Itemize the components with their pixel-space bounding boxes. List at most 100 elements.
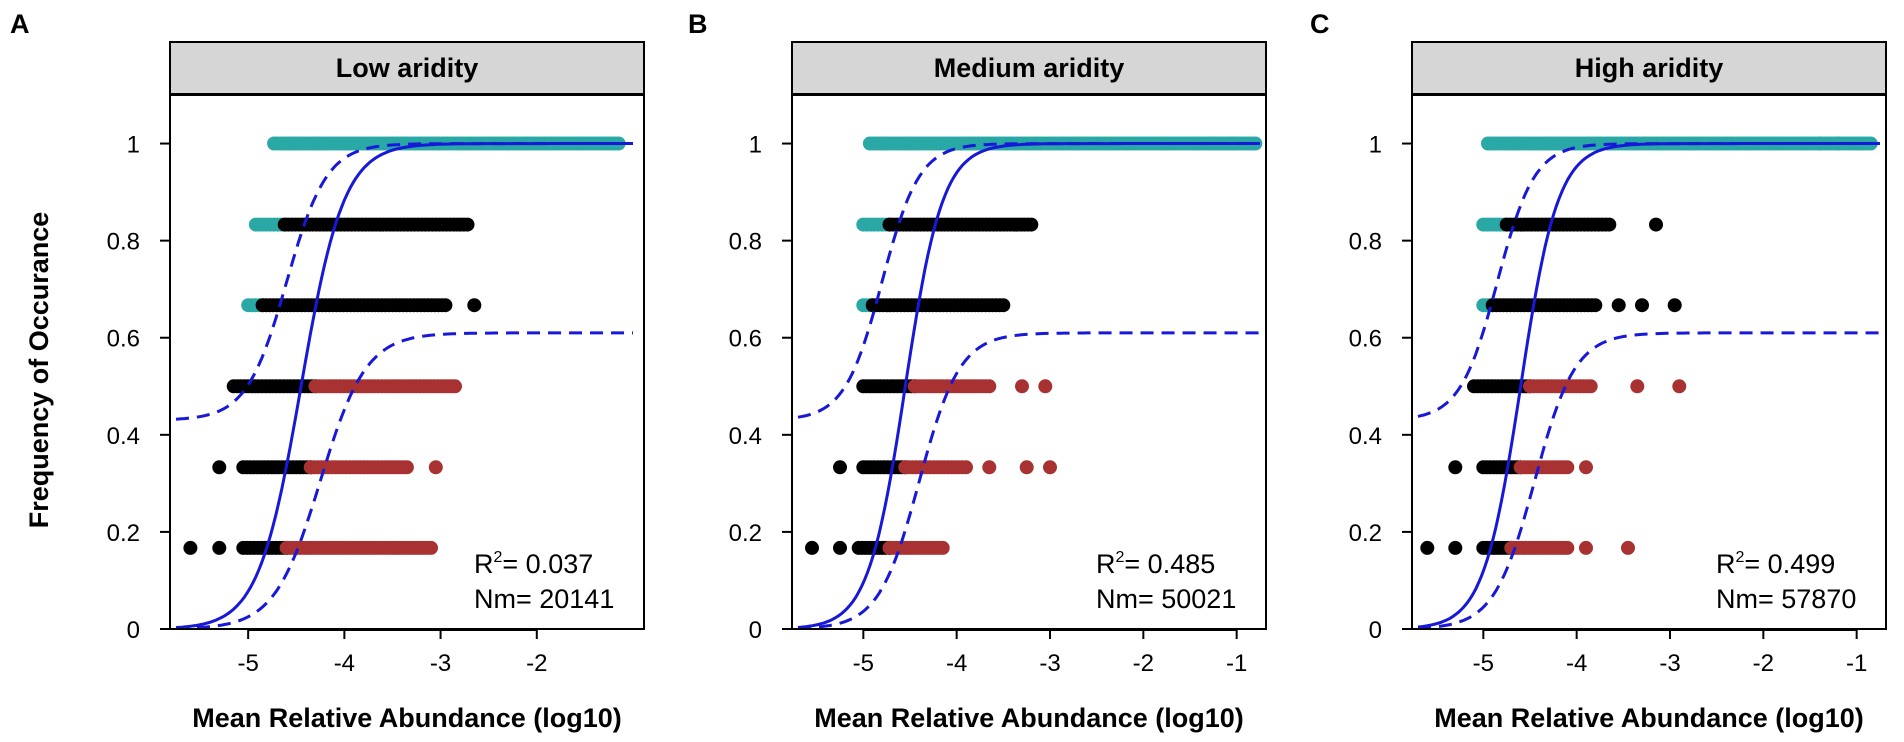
scatter-points: [183, 136, 626, 555]
data-point: [996, 298, 1011, 313]
nm-annotation: Nm= 50021: [1096, 584, 1236, 614]
panel-title: Low aridity: [336, 53, 479, 83]
x-tick-label: -4: [334, 650, 355, 677]
panel-label: C: [1310, 9, 1330, 39]
y-tick-label: 1: [749, 132, 762, 159]
y-tick-label: 0.4: [729, 423, 762, 450]
panel-title: High aridity: [1575, 53, 1724, 83]
fit-curves: [1417, 142, 1880, 629]
data-point: [1019, 460, 1034, 475]
x-axis-title: Mean Relative Abundance (log10): [1434, 703, 1864, 733]
lower-confidence-curve: [175, 331, 633, 629]
panel-strip: [1411, 41, 1887, 95]
panel-strip: [169, 41, 645, 95]
y-axis: 0 0.2 0.4 0.6 0.8 1: [729, 132, 792, 644]
x-tick-label: -3: [1659, 650, 1680, 677]
x-tick-label: -3: [1039, 650, 1060, 677]
x-tick-label: -5: [1473, 650, 1494, 677]
nm-annotation: Nm= 57870: [1716, 584, 1856, 614]
data-point: [805, 540, 819, 555]
data-point: [1635, 298, 1649, 313]
r2-prefix: R: [1716, 549, 1736, 579]
data-point: [1602, 217, 1617, 232]
data-point: [1672, 379, 1687, 394]
data-point: [1024, 217, 1039, 232]
data-point: [424, 540, 438, 555]
y-tick-label: 0.6: [729, 326, 762, 353]
r2-superscript: 2: [1116, 549, 1125, 566]
y-axis: 0 0.2 0.4 0.6 0.8 1: [107, 132, 170, 644]
data-point: [833, 460, 847, 475]
y-tick-label: 1: [1369, 132, 1382, 159]
scatter-points: [805, 136, 1263, 555]
nm-annotation: Nm= 20141: [474, 584, 614, 614]
data-point: [1630, 379, 1645, 394]
y-axis: 0 0.2 0.4 0.6 0.8 1: [1349, 132, 1412, 644]
y-tick-label: 0.2: [107, 520, 140, 547]
fit-curves: [175, 142, 633, 629]
panel-title: Medium aridity: [934, 53, 1125, 83]
x-tick-label: -2: [1753, 650, 1774, 677]
data-point: [1667, 298, 1682, 313]
lower-confidence-curve: [1417, 331, 1880, 629]
r2-annotation: R2= 0.037: [474, 549, 593, 579]
x-tick-label: -2: [526, 650, 547, 677]
data-point: [1579, 540, 1593, 555]
data-point: [1015, 379, 1029, 394]
panel-a: A Low aridity 0 0.2 0.4 0.6 0.8 1 -5 -4 -3 -2 Mean R…: [10, 9, 645, 733]
x-tick-label: -1: [1226, 650, 1247, 677]
x-axis: -5 -4 -3 -2 -1: [1473, 629, 1867, 677]
r2-superscript: 2: [1736, 549, 1745, 566]
panel-strip: [791, 41, 1267, 95]
upper-confidence-curve: [1417, 142, 1880, 418]
data-point: [935, 540, 950, 555]
series-points: [279, 379, 462, 555]
y-tick-label: 0.2: [1349, 520, 1382, 547]
fit-curves: [797, 142, 1260, 629]
y-tick-label: 0.8: [107, 229, 140, 256]
y-tick-label: 0.6: [107, 326, 140, 353]
upper-confidence-curve: [175, 142, 633, 421]
data-point: [467, 298, 482, 313]
x-axis: -5 -4 -3 -2 -1: [853, 629, 1247, 677]
y-tick-label: 0: [127, 617, 140, 644]
data-point: [212, 540, 227, 555]
data-point: [959, 460, 973, 475]
data-point: [1611, 298, 1626, 313]
r2-prefix: R: [474, 549, 494, 579]
y-tick-label: 0.2: [729, 520, 762, 547]
data-point: [1649, 217, 1663, 232]
series-points: [183, 217, 482, 555]
y-tick-label: 0.6: [1349, 326, 1382, 353]
neutral-fit-curve: [1417, 142, 1880, 629]
data-point: [833, 540, 847, 555]
neutral-fit-curve: [797, 142, 1260, 629]
data-point: [1560, 460, 1575, 475]
y-tick-label: 0.4: [1349, 423, 1382, 450]
data-point: [1448, 540, 1463, 555]
r2-value: = 0.037: [502, 549, 593, 579]
data-point: [982, 460, 997, 475]
data-point: [460, 217, 475, 232]
x-tick-label: -5: [237, 650, 258, 677]
data-point: [212, 460, 227, 475]
data-point: [1583, 379, 1598, 394]
data-point: [183, 540, 198, 555]
data-point: [428, 460, 443, 475]
r2-superscript: 2: [494, 549, 503, 566]
x-tick-label: -2: [1133, 650, 1154, 677]
panel-label: B: [688, 9, 708, 39]
x-axis: -5 -4 -3 -2: [237, 629, 547, 677]
data-point: [1621, 540, 1635, 555]
upper-confidence-curve: [797, 142, 1260, 419]
data-point: [1043, 460, 1057, 475]
data-point: [1588, 298, 1603, 313]
x-tick-label: -3: [430, 650, 451, 677]
r2-prefix: R: [1096, 549, 1116, 579]
neutral-fit-curve: [175, 142, 633, 629]
data-point: [982, 379, 997, 394]
x-tick-label: -4: [946, 650, 967, 677]
y-tick-label: 0.4: [107, 423, 140, 450]
r2-annotation: R2= 0.499: [1716, 549, 1835, 579]
